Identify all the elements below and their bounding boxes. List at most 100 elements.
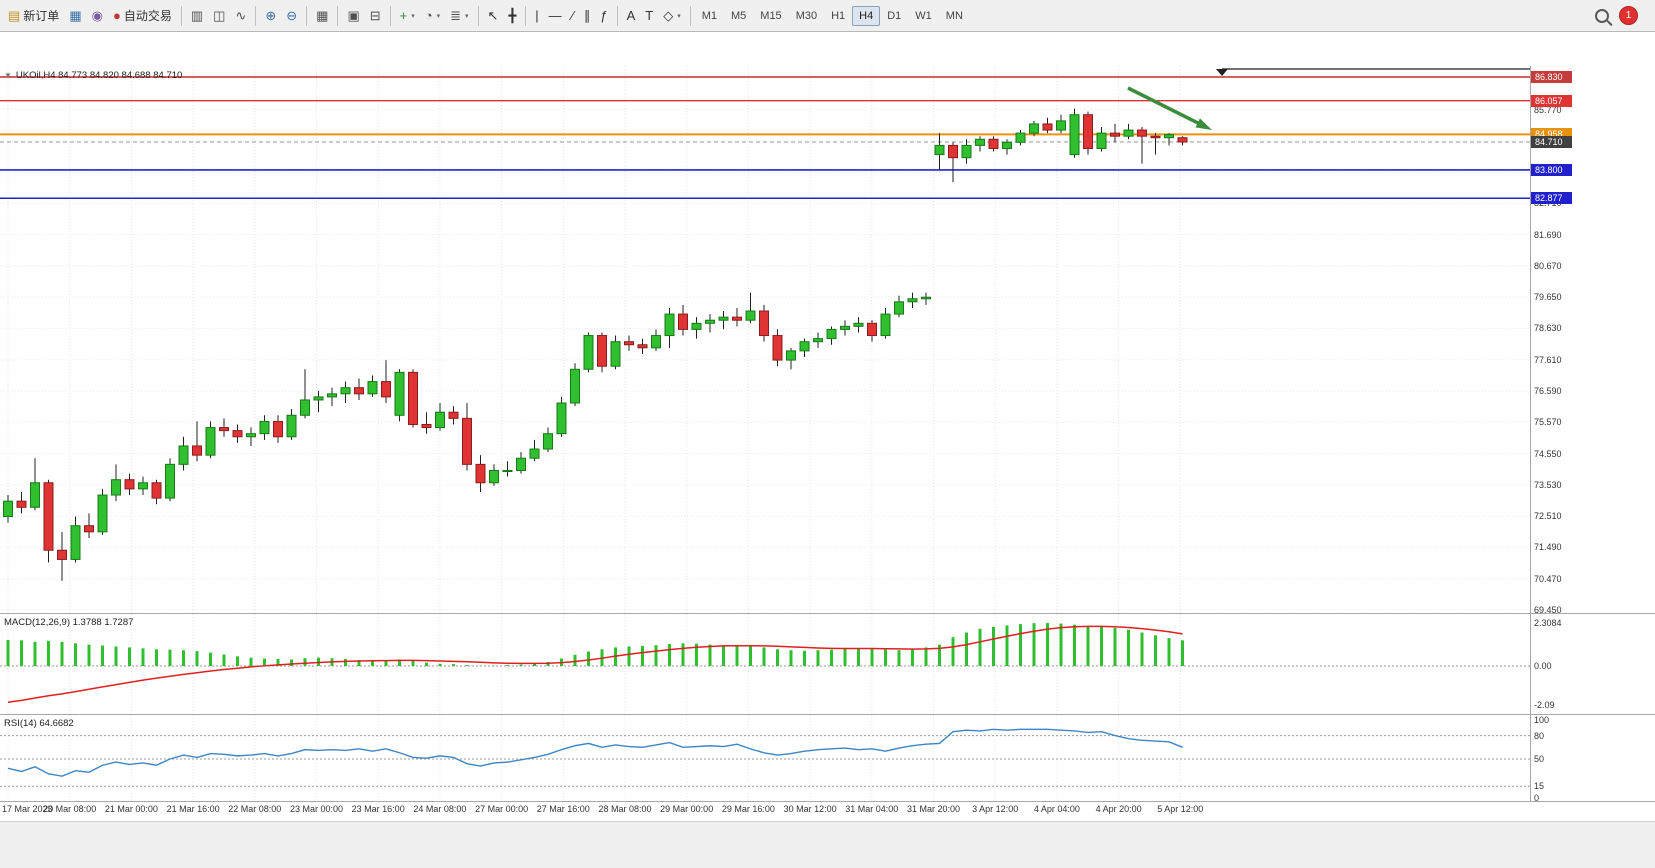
candlestick-chart-button[interactable]: ◫	[208, 6, 230, 26]
chart-window-icon: ▦	[69, 7, 82, 23]
bar-chart-button[interactable]: ▥	[186, 6, 208, 26]
vertical-line-button[interactable]: |	[530, 6, 543, 26]
toolbar-separator	[477, 5, 479, 26]
time-scale-label: 27 Mar 00:00	[475, 804, 529, 814]
periods-menu-button[interactable]: ◔ ▾	[420, 6, 445, 26]
timeframe-toolbar: M1 M5 M15 M30 H1 H4 D1 W1 MN	[695, 5, 970, 26]
new-order-button[interactable]: ▤ 新订单	[3, 4, 64, 27]
shapes-menu-dropdown-icon[interactable]: ▾	[677, 12, 681, 20]
equidistant-channel-icon: ∥	[583, 7, 591, 23]
crosshair-button[interactable]: ╋	[503, 6, 521, 26]
fibonacci-button[interactable]: ƒ	[595, 6, 612, 26]
cursor-button[interactable]: ↖	[483, 6, 504, 26]
tf-d1-button[interactable]: D1	[887, 9, 902, 22]
shapes-menu-icon: ◇	[663, 7, 674, 23]
price-scale-label: 76.590	[1534, 386, 1562, 397]
chart-window[interactable]: ▼ UKOil,H4 84.773 84.820 84.688 84.710 M…	[0, 33, 1655, 868]
rsi-indicator-label: RSI(14) 64.6682	[4, 718, 74, 729]
rsi-scale-label: 15	[1534, 781, 1545, 792]
macd-pane[interactable]	[0, 614, 1530, 714]
time-scale-label: 22 Mar 08:00	[228, 804, 282, 814]
price-scale-label: 74.550	[1534, 448, 1562, 459]
tile-windows-icon: ▦	[316, 7, 329, 23]
toolbar-separator	[616, 5, 618, 26]
toolbar-separator	[255, 5, 257, 26]
tf-m15-button[interactable]: M15	[760, 9, 782, 22]
shapes-menu-button[interactable]: ◇ ▾	[658, 6, 686, 26]
horizontal-line-icon: —	[548, 7, 562, 23]
new-chart-button[interactable]: + ▾	[395, 6, 420, 26]
macd-scale-label: -2.09	[1534, 699, 1555, 710]
cursor-icon: ↖	[487, 7, 499, 23]
notification-badge[interactable]: 1	[1619, 6, 1638, 25]
toolbar-separator	[180, 5, 182, 26]
templates-menu-icon: ≣	[450, 7, 462, 23]
label-tool-icon: T	[645, 7, 654, 23]
pane-divider[interactable]	[0, 714, 1655, 715]
tile-windows-button[interactable]: ▦	[311, 6, 333, 26]
rsi-pane[interactable]	[0, 715, 1530, 801]
new-chart-dropdown-icon[interactable]: ▾	[411, 12, 415, 20]
time-axis[interactable]	[0, 802, 1655, 820]
auto-trading-button[interactable]: ● 自动交易	[108, 4, 177, 27]
toolbar-groups: ▤ 新订单 ▦ ◉ ● 自动交易 ▥ ◫ ∿ ⊕ ⊖ ▦ ▣ ⊟ + ▾ ◔ ▾ ≣ ▾ ↖ ╋ | — ∕ ∥ ƒ A T ◇ ▾	[3, 4, 686, 27]
fibonacci-icon: ƒ	[600, 7, 608, 23]
crosshair-icon: ╋	[508, 7, 517, 23]
tf-m5-button[interactable]: M5	[731, 9, 747, 22]
time-scale-label: 30 Mar 12:00	[783, 804, 837, 814]
main-price-pane[interactable]	[0, 66, 1530, 613]
pane-divider[interactable]	[0, 801, 1655, 802]
zoom-out-button[interactable]: ⊖	[281, 6, 302, 26]
time-scale-label: 24 Mar 08:00	[413, 804, 467, 814]
toolbar: ▤ 新订单 ▦ ◉ ● 自动交易 ▥ ◫ ∿ ⊕ ⊖ ▦ ▣ ⊟ + ▾ ◔ ▾ ≣ ▾ ↖ ╋ | — ∕ ∥ ƒ A T ◇ ▾ M1 M…	[0, 0, 1655, 32]
cascade-windows-button[interactable]: ▣	[342, 6, 364, 26]
line-chart-button[interactable]: ∿	[230, 6, 251, 26]
price-line-badge: 86.057	[1531, 94, 1572, 107]
auto-trading-icon: ●	[112, 7, 121, 23]
horizontal-line-button[interactable]: —	[544, 6, 567, 26]
time-scale-label: 4 Apr 20:00	[1095, 804, 1142, 814]
zoom-out-icon: ⊖	[286, 7, 298, 23]
time-scale-label: 23 Mar 16:00	[351, 804, 405, 814]
line-chart-icon: ∿	[235, 7, 247, 23]
profile-button[interactable]: ◉	[87, 6, 108, 26]
time-scale-label: 20 Mar 08:00	[43, 804, 97, 814]
auto-trading-label: 自动交易	[123, 9, 172, 23]
templates-menu-button[interactable]: ≣ ▾	[445, 6, 473, 26]
toolbar-separator	[306, 5, 308, 26]
search-icon[interactable]	[1595, 8, 1609, 23]
label-tool-button[interactable]: T	[640, 6, 658, 26]
text-tool-icon: A	[626, 7, 636, 23]
trendline-button[interactable]: ∕	[567, 6, 579, 26]
zoom-in-button[interactable]: ⊕	[260, 6, 281, 26]
tf-h4-button[interactable]: H4	[852, 5, 881, 26]
tf-h1-button[interactable]: H1	[831, 9, 846, 22]
one-click-trading-icon[interactable]: ▼	[4, 71, 12, 80]
tf-w1-button[interactable]: W1	[915, 9, 932, 22]
zoom-in-icon: ⊕	[265, 7, 277, 23]
window-bottom-strip	[0, 821, 1655, 868]
price-scale-label: 75.570	[1534, 417, 1562, 428]
tile-horizontal-button[interactable]: ⊟	[365, 6, 386, 26]
tf-mn-button[interactable]: MN	[945, 9, 963, 22]
toolbar-separator	[389, 5, 391, 26]
chart-window-button[interactable]: ▦	[64, 6, 86, 26]
tf-m30-button[interactable]: M30	[795, 9, 818, 22]
rsi-scale-label: 80	[1534, 730, 1545, 741]
time-scale-label: 28 Mar 08:00	[598, 804, 652, 814]
equidistant-channel-button[interactable]: ∥	[579, 6, 596, 26]
pane-divider[interactable]	[0, 613, 1655, 614]
templates-menu-dropdown-icon[interactable]: ▾	[465, 12, 469, 20]
time-scale-label: 31 Mar 04:00	[845, 804, 899, 814]
toolbar-separator	[525, 5, 527, 26]
tf-m1-button[interactable]: M1	[701, 9, 717, 22]
time-scale-label: 3 Apr 12:00	[972, 804, 1019, 814]
toolbar-separator	[337, 5, 339, 26]
periods-menu-dropdown-icon[interactable]: ▾	[436, 12, 441, 20]
rsi-scale-label: 50	[1534, 754, 1545, 764]
time-scale-label: 5 Apr 12:00	[1157, 804, 1204, 814]
price-scale-label: 77.610	[1534, 354, 1562, 365]
text-tool-button[interactable]: A	[622, 6, 641, 26]
symbol-ohlc-line: ▼ UKOil,H4 84.773 84.820 84.688 84.710	[4, 70, 182, 81]
periods-menu-icon: ◔	[424, 7, 433, 23]
